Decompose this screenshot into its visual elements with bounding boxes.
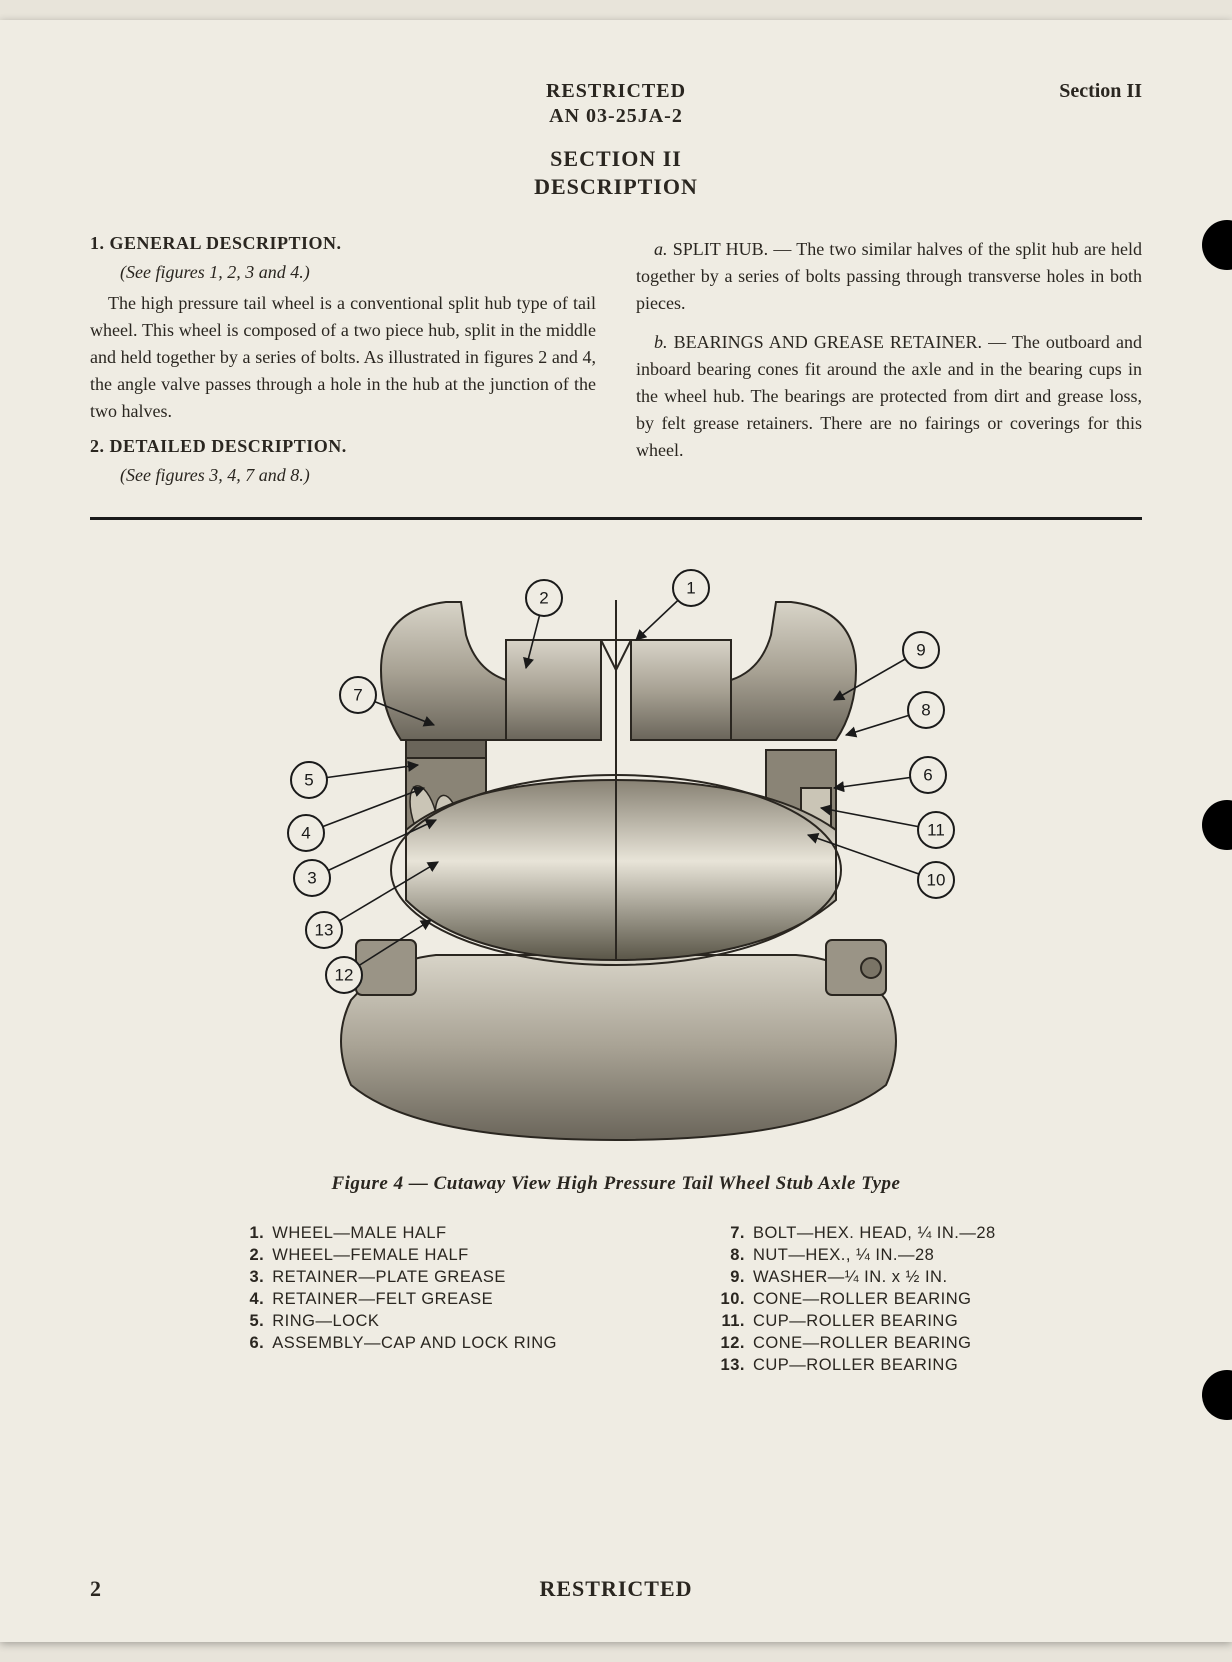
- legend-item: 9. WASHER—¼ IN. x ½ IN.: [717, 1268, 996, 1287]
- legend-number: 1.: [236, 1224, 264, 1243]
- legend-item: 11. CUP—ROLLER BEARING: [717, 1312, 996, 1331]
- sub-letter: b.: [654, 332, 668, 352]
- legend-column-right: 7. BOLT—HEX. HEAD, ¼ IN.—28 8. NUT—HEX., ¼ …: [717, 1221, 996, 1378]
- legend-number: 2.: [236, 1246, 264, 1265]
- legend-number: 10.: [717, 1290, 745, 1309]
- legend-text: CONE—ROLLER BEARING: [753, 1290, 972, 1308]
- left-column: 1. GENERAL DESCRIPTION. (See figures 1, …: [90, 230, 596, 493]
- paragraph: The high pressure tail wheel is a conven…: [90, 290, 596, 425]
- legend-item: 5. RING—LOCK: [236, 1312, 557, 1331]
- callout-number: 7: [353, 686, 362, 705]
- restricted-label: RESTRICTED: [90, 80, 1142, 103]
- legend-text: RETAINER—PLATE GREASE: [272, 1268, 506, 1286]
- body-two-column: 1. GENERAL DESCRIPTION. (See figures 1, …: [90, 230, 1142, 493]
- legend-text: BOLT—HEX. HEAD, ¼ IN.—28: [753, 1224, 996, 1242]
- sub-paragraph-a: a. SPLIT HUB. — The two similar halves o…: [636, 236, 1142, 317]
- legend-text: RETAINER—FELT GREASE: [272, 1290, 493, 1308]
- legend-number: 6.: [236, 1334, 264, 1353]
- figure-reference: (See figures 1, 2, 3 and 4.): [120, 259, 596, 286]
- figure-caption: Figure 4 — Cutaway View High Pressure Ta…: [206, 1173, 1026, 1195]
- punch-hole: [1202, 1370, 1232, 1420]
- legend-text: NUT—HEX., ¼ IN.—28: [753, 1246, 934, 1264]
- callout-number: 9: [916, 641, 925, 660]
- legend-number: 8.: [717, 1246, 745, 1265]
- punch-hole: [1202, 800, 1232, 850]
- legend-text: CONE—ROLLER BEARING: [753, 1334, 972, 1352]
- cutaway-diagram: 12345678910111213: [206, 540, 1026, 1160]
- legend-text: ASSEMBLY—CAP AND LOCK RING: [272, 1334, 557, 1352]
- heading-number: 1.: [90, 233, 105, 253]
- legend-number: 13.: [717, 1356, 745, 1375]
- legend-item: 10. CONE—ROLLER BEARING: [717, 1290, 996, 1309]
- section-title: SECTION II: [90, 146, 1142, 172]
- callout-number: 10: [927, 871, 946, 890]
- sub-letter: a.: [654, 239, 668, 259]
- callout-number: 8: [921, 701, 930, 720]
- sub-title: SPLIT HUB.: [673, 239, 768, 259]
- document-page: Section II RESTRICTED AN 03-25JA-2 SECTI…: [0, 20, 1232, 1642]
- legend-text: CUP—ROLLER BEARING: [753, 1356, 958, 1374]
- legend-number: 9.: [717, 1268, 745, 1287]
- legend-text: WASHER—¼ IN. x ½ IN.: [753, 1268, 948, 1286]
- legend-item: 7. BOLT—HEX. HEAD, ¼ IN.—28: [717, 1224, 996, 1243]
- legend-number: 4.: [236, 1290, 264, 1309]
- legend-item: 6. ASSEMBLY—CAP AND LOCK RING: [236, 1334, 557, 1353]
- right-column: a. SPLIT HUB. — The two similar halves o…: [636, 230, 1142, 493]
- callout-number: 2: [539, 589, 548, 608]
- punch-hole: [1202, 220, 1232, 270]
- legend-number: 3.: [236, 1268, 264, 1287]
- legend-item: 13. CUP—ROLLER BEARING: [717, 1356, 996, 1375]
- callout-number: 6: [923, 766, 932, 785]
- legend-number: 11.: [717, 1312, 745, 1331]
- callout-number: 5: [304, 771, 313, 790]
- callout-number: 12: [335, 966, 354, 985]
- legend-item: 3. RETAINER—PLATE GREASE: [236, 1268, 557, 1287]
- figure-reference: (See figures 3, 4, 7 and 8.): [120, 462, 596, 489]
- figure-area: 12345678910111213 Figure 4 — Cutaway Vie…: [206, 540, 1026, 1378]
- legend-text: RING—LOCK: [272, 1312, 379, 1330]
- restricted-footer: RESTRICTED: [539, 1576, 692, 1602]
- legend-text: CUP—ROLLER BEARING: [753, 1312, 958, 1330]
- legend-item: 12. CONE—ROLLER BEARING: [717, 1334, 996, 1353]
- sub-title: BEARINGS AND GREASE RETAINER.: [674, 332, 982, 352]
- section-subtitle: DESCRIPTION: [90, 174, 1142, 200]
- document-number: AN 03-25JA-2: [90, 105, 1142, 128]
- heading-general: 1. GENERAL DESCRIPTION.: [90, 230, 596, 257]
- legend-number: 12.: [717, 1334, 745, 1353]
- callout-number: 1: [686, 579, 695, 598]
- callout-number: 11: [927, 821, 945, 840]
- legend-item: 1. WHEEL—MALE HALF: [236, 1224, 557, 1243]
- legend-item: 8. NUT—HEX., ¼ IN.—28: [717, 1246, 996, 1265]
- legend-column-left: 1. WHEEL—MALE HALF 2. WHEEL—FEMALE HALF 3. RE…: [236, 1221, 557, 1378]
- section-label-right: Section II: [1059, 80, 1142, 103]
- callout-number: 3: [307, 869, 316, 888]
- page-header: Section II RESTRICTED AN 03-25JA-2 SECTI…: [90, 80, 1142, 200]
- legend-text: WHEEL—MALE HALF: [272, 1224, 446, 1242]
- page-number: 2: [90, 1576, 101, 1602]
- legend-number: 7.: [717, 1224, 745, 1243]
- horizontal-rule: [90, 517, 1142, 520]
- legend-item: 4. RETAINER—FELT GREASE: [236, 1290, 557, 1309]
- figure-legend: 1. WHEEL—MALE HALF 2. WHEEL—FEMALE HALF 3. RE…: [206, 1221, 1026, 1378]
- page-footer: 2 RESTRICTED: [90, 1576, 1142, 1602]
- legend-text: WHEEL—FEMALE HALF: [272, 1246, 468, 1264]
- callout-number: 13: [315, 921, 334, 940]
- legend-number: 5.: [236, 1312, 264, 1331]
- heading-text: DETAILED DESCRIPTION.: [110, 436, 347, 456]
- heading-number: 2.: [90, 436, 105, 456]
- heading-text: GENERAL DESCRIPTION.: [110, 233, 342, 253]
- callout-number: 4: [301, 824, 310, 843]
- legend-item: 2. WHEEL—FEMALE HALF: [236, 1246, 557, 1265]
- heading-detailed: 2. DETAILED DESCRIPTION.: [90, 433, 596, 460]
- sub-paragraph-b: b. BEARINGS AND GREASE RETAINER. — The o…: [636, 329, 1142, 464]
